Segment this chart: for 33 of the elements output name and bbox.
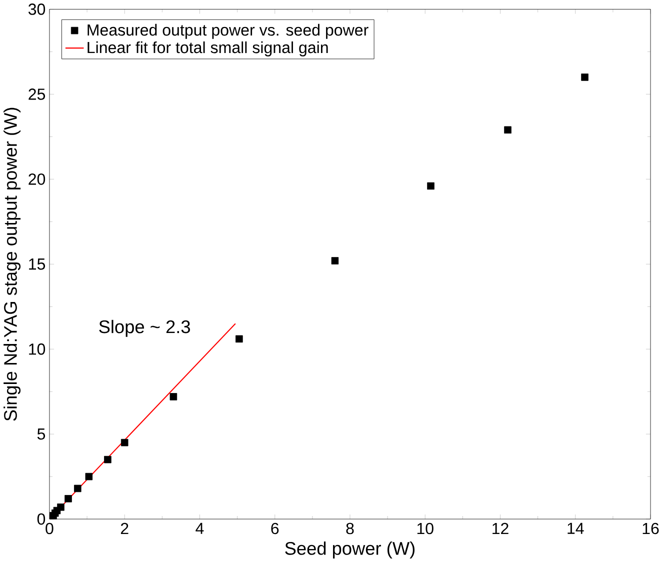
- point: [427, 182, 434, 190]
- x-tick-label: 6: [271, 522, 279, 534]
- y-tick-label: 5: [37, 428, 46, 440]
- point: [331, 257, 339, 264]
- x-tick-label: 2: [120, 522, 128, 534]
- point: [120, 438, 128, 446]
- y-axis-title: Single Nd:YAG stage output power (W): [4, 108, 21, 421]
- x-tick-label: 16: [642, 522, 659, 534]
- x-axis-title: Seed power (W): [285, 542, 415, 558]
- y-tick-label: 15: [29, 258, 46, 270]
- legend-label: Linear fit for total small signal gain: [88, 41, 328, 56]
- point: [74, 484, 82, 492]
- point: [170, 393, 178, 400]
- point: [104, 456, 112, 464]
- y-tick-label: 10: [29, 343, 46, 355]
- point: [581, 74, 588, 81]
- x-tick-label: 14: [568, 522, 584, 534]
- x-tick-label: 12: [492, 522, 508, 534]
- y-tick-label: 0: [37, 513, 46, 525]
- point: [236, 335, 243, 343]
- point: [85, 472, 93, 480]
- point: [64, 495, 72, 502]
- y-tick-label: 30: [28, 4, 46, 15]
- annotation: Slope ~ 2.3: [99, 320, 190, 337]
- point: [504, 126, 512, 134]
- x-tick-label: 8: [346, 522, 354, 534]
- x-tick-label: 10: [417, 522, 434, 534]
- x-tick-label: 0: [46, 522, 54, 534]
- legend-label: Measured output power vs. seed power: [88, 24, 368, 39]
- point: [57, 504, 64, 511]
- y-tick-label: 20: [28, 173, 46, 185]
- x-tick-label: 4: [196, 522, 204, 534]
- y-tick-label: 25: [28, 88, 46, 100]
